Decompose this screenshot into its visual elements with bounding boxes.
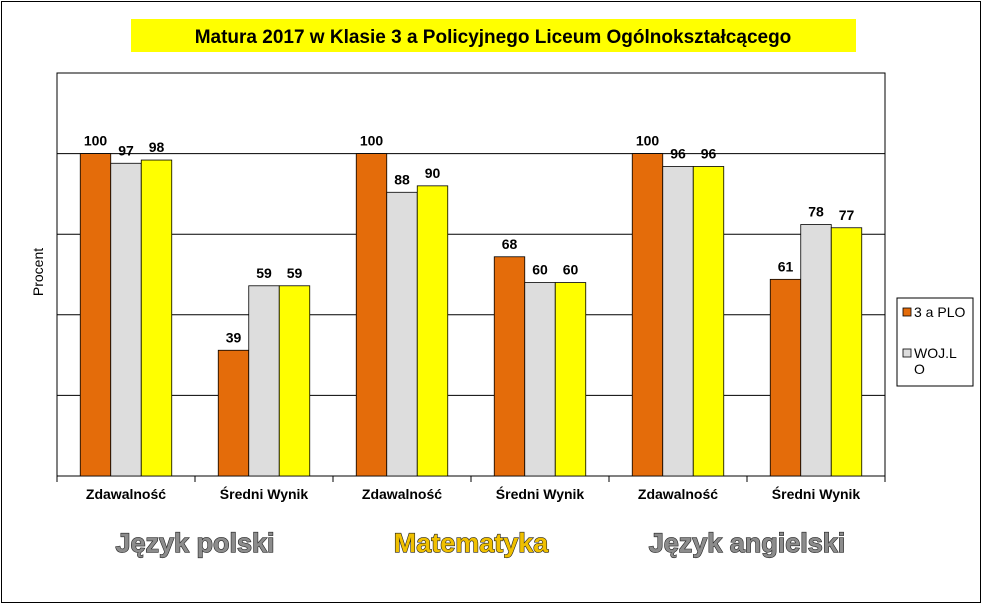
legend-label: 3 a PLO [914, 304, 965, 320]
bar [769, 278, 802, 477]
legend-swatch [902, 307, 912, 317]
category-label: Zdawalność [638, 486, 718, 502]
bar [554, 282, 587, 477]
subject-labels: Język polski Matematyka Język angielski [115, 527, 846, 558]
data-label: 100 [360, 133, 384, 149]
bar [248, 285, 280, 477]
category-label: Zdawalność [362, 486, 442, 502]
bar [830, 227, 863, 477]
bar [110, 162, 142, 477]
category-label: Średni Wynik [772, 485, 861, 502]
bars [79, 153, 863, 477]
data-label: 68 [502, 236, 518, 252]
x-axis-ticks [56, 476, 886, 482]
data-label: 60 [532, 262, 548, 278]
data-label: 90 [425, 165, 441, 181]
category-label: Średni Wynik [220, 485, 309, 502]
data-label: 97 [118, 142, 134, 158]
subject-label: Matematyka [394, 528, 550, 558]
subject-label: Język angielski [649, 528, 846, 558]
category-label: Zdawalność [86, 486, 166, 502]
plot-area [56, 72, 886, 477]
data-label: 100 [636, 133, 660, 149]
bar [386, 191, 418, 477]
data-label: 60 [563, 262, 579, 278]
data-label: 96 [701, 145, 717, 161]
legend-swatch [902, 348, 912, 358]
bar [140, 159, 173, 477]
gridlines [57, 153, 885, 396]
data-label: 96 [670, 145, 686, 161]
data-label: 59 [256, 265, 272, 281]
data-label: 61 [778, 258, 794, 274]
category-labels: Zdawalność Średni Wynik Zdawalność Średni W… [86, 485, 860, 502]
data-label: 59 [287, 265, 303, 281]
bar [416, 185, 449, 477]
bar [278, 285, 311, 477]
subject-label: Język polski [115, 528, 274, 558]
chart-title: Matura 2017 w Klasie 3 a Policyjnego Lic… [195, 27, 792, 48]
bar [524, 282, 556, 477]
bar [631, 153, 664, 477]
legend-label: WOJ.L [914, 345, 957, 361]
bar [79, 153, 112, 477]
bar [662, 166, 694, 477]
chart-title-background [131, 19, 856, 52]
value-labels: 100 97 98 39 59 59 100 88 90 68 60 60 100 96 96 61 78 77 [84, 133, 855, 346]
data-label: 88 [394, 171, 410, 187]
data-label: 78 [808, 204, 824, 220]
legend-items: 3 a PLO WOJ.LO [902, 304, 965, 377]
data-label: 77 [839, 207, 855, 223]
bar [692, 166, 725, 477]
data-label: 39 [226, 329, 242, 345]
bar [493, 256, 526, 477]
data-label: 100 [84, 133, 108, 149]
bar [355, 153, 388, 477]
y-axis-label: Procent [30, 248, 46, 296]
data-label: 98 [149, 139, 165, 155]
bar [800, 224, 832, 477]
legend-label: O [914, 361, 925, 377]
category-label: Średni Wynik [496, 485, 585, 502]
bar [217, 349, 250, 477]
